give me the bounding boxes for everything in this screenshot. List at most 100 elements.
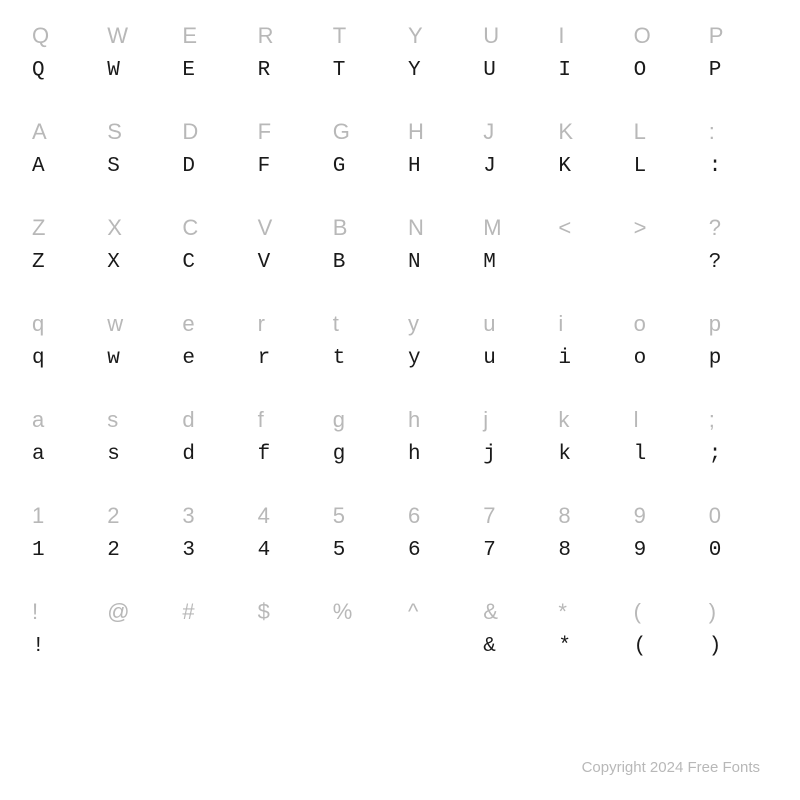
glyph-cell: a bbox=[24, 437, 99, 472]
glyph-cell: Z bbox=[24, 245, 99, 280]
glyph-cell: j bbox=[475, 437, 550, 472]
glyph-cell: H bbox=[400, 149, 475, 184]
glyph-row: asdfghjkl; bbox=[24, 437, 776, 472]
glyph-cell: ! bbox=[24, 629, 99, 664]
glyph-cell: q bbox=[24, 341, 99, 376]
label-cell: ( bbox=[626, 594, 701, 629]
glyph-cell: o bbox=[626, 341, 701, 376]
glyph-cell: 3 bbox=[174, 533, 249, 568]
glyph-cell: P bbox=[701, 53, 776, 88]
glyph-cell: t bbox=[325, 341, 400, 376]
label-cell: y bbox=[400, 306, 475, 341]
glyph-row: 1234567890 bbox=[24, 533, 776, 568]
label-cell: w bbox=[99, 306, 174, 341]
font-specimen-chart: QWERTYUIOPQWERTYUIOPASDFGHJKL:ASDFGHJKL:… bbox=[24, 18, 776, 664]
specimen-row: 12345678901234567890 bbox=[24, 498, 776, 568]
glyph-cell bbox=[99, 629, 174, 664]
glyph-cell: S bbox=[99, 149, 174, 184]
glyph-cell: 0 bbox=[701, 533, 776, 568]
label-cell: s bbox=[99, 402, 174, 437]
label-cell: Q bbox=[24, 18, 99, 53]
label-cell: p bbox=[701, 306, 776, 341]
label-cell: 7 bbox=[475, 498, 550, 533]
label-cell: e bbox=[174, 306, 249, 341]
glyph-cell: r bbox=[250, 341, 325, 376]
glyph-cell: E bbox=[174, 53, 249, 88]
label-cell: l bbox=[626, 402, 701, 437]
glyph-cell: f bbox=[250, 437, 325, 472]
label-cell: # bbox=[174, 594, 249, 629]
label-cell: a bbox=[24, 402, 99, 437]
label-cell: k bbox=[550, 402, 625, 437]
label-cell: : bbox=[701, 114, 776, 149]
label-cell: 8 bbox=[550, 498, 625, 533]
glyph-cell: d bbox=[174, 437, 249, 472]
glyph-cell: 7 bbox=[475, 533, 550, 568]
label-cell: R bbox=[250, 18, 325, 53]
label-cell: ? bbox=[701, 210, 776, 245]
glyph-cell bbox=[250, 629, 325, 664]
glyph-cell: 6 bbox=[400, 533, 475, 568]
label-cell: O bbox=[626, 18, 701, 53]
label-cell: 6 bbox=[400, 498, 475, 533]
label-cell: $ bbox=[250, 594, 325, 629]
label-cell: T bbox=[325, 18, 400, 53]
glyph-cell: U bbox=[475, 53, 550, 88]
glyph-cell: T bbox=[325, 53, 400, 88]
label-cell: V bbox=[250, 210, 325, 245]
glyph-cell bbox=[325, 629, 400, 664]
label-cell: K bbox=[550, 114, 625, 149]
glyph-cell: B bbox=[325, 245, 400, 280]
specimen-row: ASDFGHJKL:ASDFGHJKL: bbox=[24, 114, 776, 184]
glyph-cell: C bbox=[174, 245, 249, 280]
glyph-cell: ? bbox=[701, 245, 776, 280]
glyph-cell bbox=[174, 629, 249, 664]
glyph-cell: 9 bbox=[626, 533, 701, 568]
glyph-cell: G bbox=[325, 149, 400, 184]
label-row: qwertyuiop bbox=[24, 306, 776, 341]
glyph-cell: K bbox=[550, 149, 625, 184]
label-cell: ^ bbox=[400, 594, 475, 629]
label-cell: 2 bbox=[99, 498, 174, 533]
glyph-cell: 5 bbox=[325, 533, 400, 568]
label-cell: J bbox=[475, 114, 550, 149]
glyph-cell: y bbox=[400, 341, 475, 376]
label-cell: f bbox=[250, 402, 325, 437]
glyph-cell: w bbox=[99, 341, 174, 376]
label-cell: u bbox=[475, 306, 550, 341]
glyph-cell: J bbox=[475, 149, 550, 184]
glyph-cell: 1 bbox=[24, 533, 99, 568]
label-cell: < bbox=[550, 210, 625, 245]
glyph-cell: ( bbox=[626, 629, 701, 664]
label-cell: B bbox=[325, 210, 400, 245]
label-cell: 5 bbox=[325, 498, 400, 533]
label-row: ZXCVBNM<>? bbox=[24, 210, 776, 245]
glyph-cell: D bbox=[174, 149, 249, 184]
label-cell: 4 bbox=[250, 498, 325, 533]
glyph-cell: N bbox=[400, 245, 475, 280]
glyph-cell bbox=[626, 245, 701, 280]
glyph-row: !&*() bbox=[24, 629, 776, 664]
label-cell: E bbox=[174, 18, 249, 53]
glyph-cell: ) bbox=[701, 629, 776, 664]
glyph-row: QWERTYUIOP bbox=[24, 53, 776, 88]
label-cell: M bbox=[475, 210, 550, 245]
glyph-cell: Q bbox=[24, 53, 99, 88]
label-cell: t bbox=[325, 306, 400, 341]
label-cell: i bbox=[550, 306, 625, 341]
label-cell: N bbox=[400, 210, 475, 245]
label-row: ASDFGHJKL: bbox=[24, 114, 776, 149]
label-cell: h bbox=[400, 402, 475, 437]
label-cell: F bbox=[250, 114, 325, 149]
glyph-cell: R bbox=[250, 53, 325, 88]
label-cell: o bbox=[626, 306, 701, 341]
glyph-cell: Y bbox=[400, 53, 475, 88]
label-cell: ! bbox=[24, 594, 99, 629]
glyph-cell: I bbox=[550, 53, 625, 88]
glyph-cell: ; bbox=[701, 437, 776, 472]
label-cell: 3 bbox=[174, 498, 249, 533]
label-row: 1234567890 bbox=[24, 498, 776, 533]
label-cell: Z bbox=[24, 210, 99, 245]
glyph-cell: F bbox=[250, 149, 325, 184]
glyph-cell: k bbox=[550, 437, 625, 472]
